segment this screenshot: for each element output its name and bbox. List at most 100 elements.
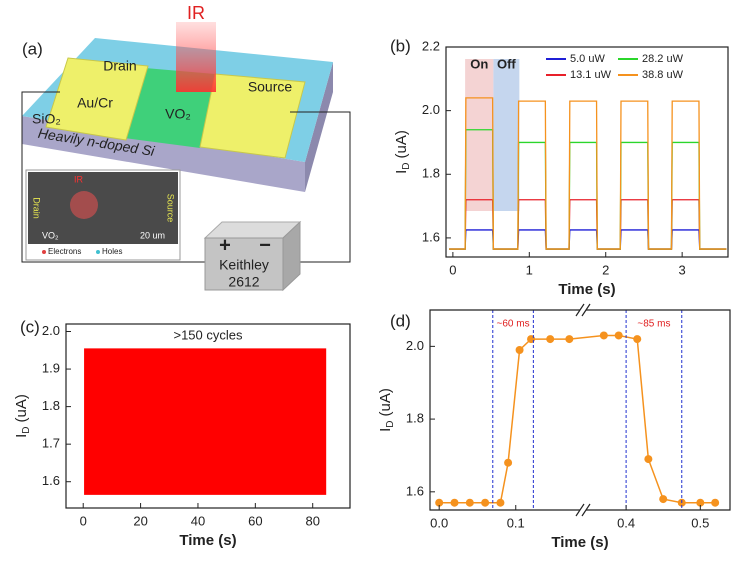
data-point: [450, 498, 459, 507]
oscillation-band: [84, 348, 327, 495]
ir-beam: [176, 22, 216, 92]
instrument-front: [204, 237, 284, 291]
panel-label: (b): [390, 36, 411, 55]
span-label: On: [470, 56, 488, 71]
minus-terminal: −: [259, 234, 271, 256]
sem-image: [28, 172, 178, 244]
data-line: [439, 334, 716, 504]
legend-electrons: Electrons: [48, 247, 81, 256]
panel-label: (c): [20, 317, 40, 336]
y-axis-label: ID (uA): [377, 388, 396, 432]
data-point: [659, 495, 668, 504]
data-point: [565, 335, 574, 344]
ir-spot: [70, 191, 98, 219]
x-tick-label: 3: [679, 262, 686, 277]
y-axis-unit: (uA): [377, 388, 394, 416]
legend-label: 13.1 uW: [570, 69, 612, 81]
data-point: [465, 498, 474, 507]
y-tick-label: 1.8: [422, 166, 440, 181]
y-axis-subscript: D: [385, 420, 396, 427]
wire: [21, 91, 205, 263]
inset-vo2: VO₂: [42, 230, 59, 240]
span-label: Off: [497, 56, 516, 71]
data-line: [449, 97, 727, 250]
y-axis-symbol: I: [13, 434, 30, 438]
y-tick-label: 2.0: [406, 338, 424, 353]
x-axis-label: Time (s): [179, 532, 236, 549]
data-point: [527, 335, 536, 344]
y-tick-label: 1.8: [406, 411, 424, 426]
x-tick-label: 80: [305, 513, 319, 528]
y-tick-label: 1.8: [42, 398, 60, 413]
scale-bar-label: 20 um: [140, 230, 165, 240]
x-tick-label: 60: [248, 513, 262, 528]
y-tick-label: 1.6: [42, 473, 60, 488]
inset-drain: Drain: [32, 197, 42, 219]
plot-frame: [65, 323, 351, 509]
plus-terminal: +: [219, 234, 231, 256]
x-tick-label: 0: [449, 262, 456, 277]
sio2-label: SiO₂: [32, 111, 61, 127]
plot-frame: [445, 46, 729, 258]
electrode-label: Au/Cr: [77, 95, 113, 111]
x-tick-label: 0: [80, 513, 87, 528]
source-label: Source: [248, 79, 293, 95]
data-point: [435, 498, 444, 507]
y-axis-symbol: I: [393, 170, 410, 174]
data-point: [504, 458, 513, 467]
x-tick-label: 0.4: [617, 515, 635, 530]
data-point: [696, 498, 705, 507]
data-point: [546, 335, 555, 344]
annotation: >150 cycles: [173, 327, 243, 342]
axis-break: [575, 503, 585, 517]
panel-label: (d): [390, 311, 411, 330]
axis-break: [581, 303, 591, 317]
axis-break: [581, 503, 591, 517]
wire: [290, 111, 351, 263]
x-tick-label: 40: [191, 513, 205, 528]
shaded-span: [493, 59, 520, 211]
y-tick-label: 1.6: [406, 483, 424, 498]
y-tick-label: 2.0: [42, 323, 60, 338]
data-point: [481, 498, 490, 507]
y-axis-label: ID (uA): [13, 394, 32, 438]
x-tick-label: 0.1: [507, 515, 525, 530]
data-point: [599, 331, 608, 340]
data-point: [644, 455, 653, 464]
drain-label: Drain: [103, 58, 136, 74]
y-axis-subscript: D: [21, 426, 32, 433]
x-tick-label: 2: [602, 262, 609, 277]
y-tick-label: 2.0: [422, 102, 440, 117]
instrument-model: 2612: [228, 274, 259, 290]
x-tick-label: 0.5: [691, 515, 709, 530]
instrument-name: Keithley: [219, 257, 269, 273]
electron-dot: [42, 250, 46, 254]
shaded-span: [465, 59, 494, 211]
annotation: ~85 ms: [637, 319, 670, 330]
ir-label: IR: [187, 3, 205, 23]
legend-label: 5.0 uW: [570, 53, 605, 65]
data-point: [515, 346, 524, 354]
x-tick-label: 0.0: [430, 515, 448, 530]
panel-label: (a): [22, 39, 43, 58]
substrate-side: [305, 62, 333, 192]
inset-source: Source: [166, 194, 176, 223]
axis-break: [575, 303, 585, 317]
y-tick-label: 2.2: [422, 38, 440, 53]
legend-label: 38.8 uW: [642, 69, 684, 81]
y-axis-unit: (uA): [393, 130, 410, 158]
y-tick-label: 1.7: [42, 436, 60, 451]
x-axis-label: Time (s): [558, 281, 615, 298]
y-tick-label: 1.9: [42, 360, 60, 375]
data-point: [614, 331, 623, 340]
source-pad: [199, 73, 306, 159]
x-axis-label: Time (s): [551, 534, 608, 551]
legend-holes: Holes: [102, 247, 122, 256]
data-point: [496, 498, 505, 507]
inset-ir: IR: [74, 174, 84, 184]
x-tick-label: 20: [133, 513, 147, 528]
annotation: ~60 ms: [497, 319, 530, 330]
data-line: [449, 229, 727, 250]
y-axis-label: ID (uA): [393, 130, 412, 174]
